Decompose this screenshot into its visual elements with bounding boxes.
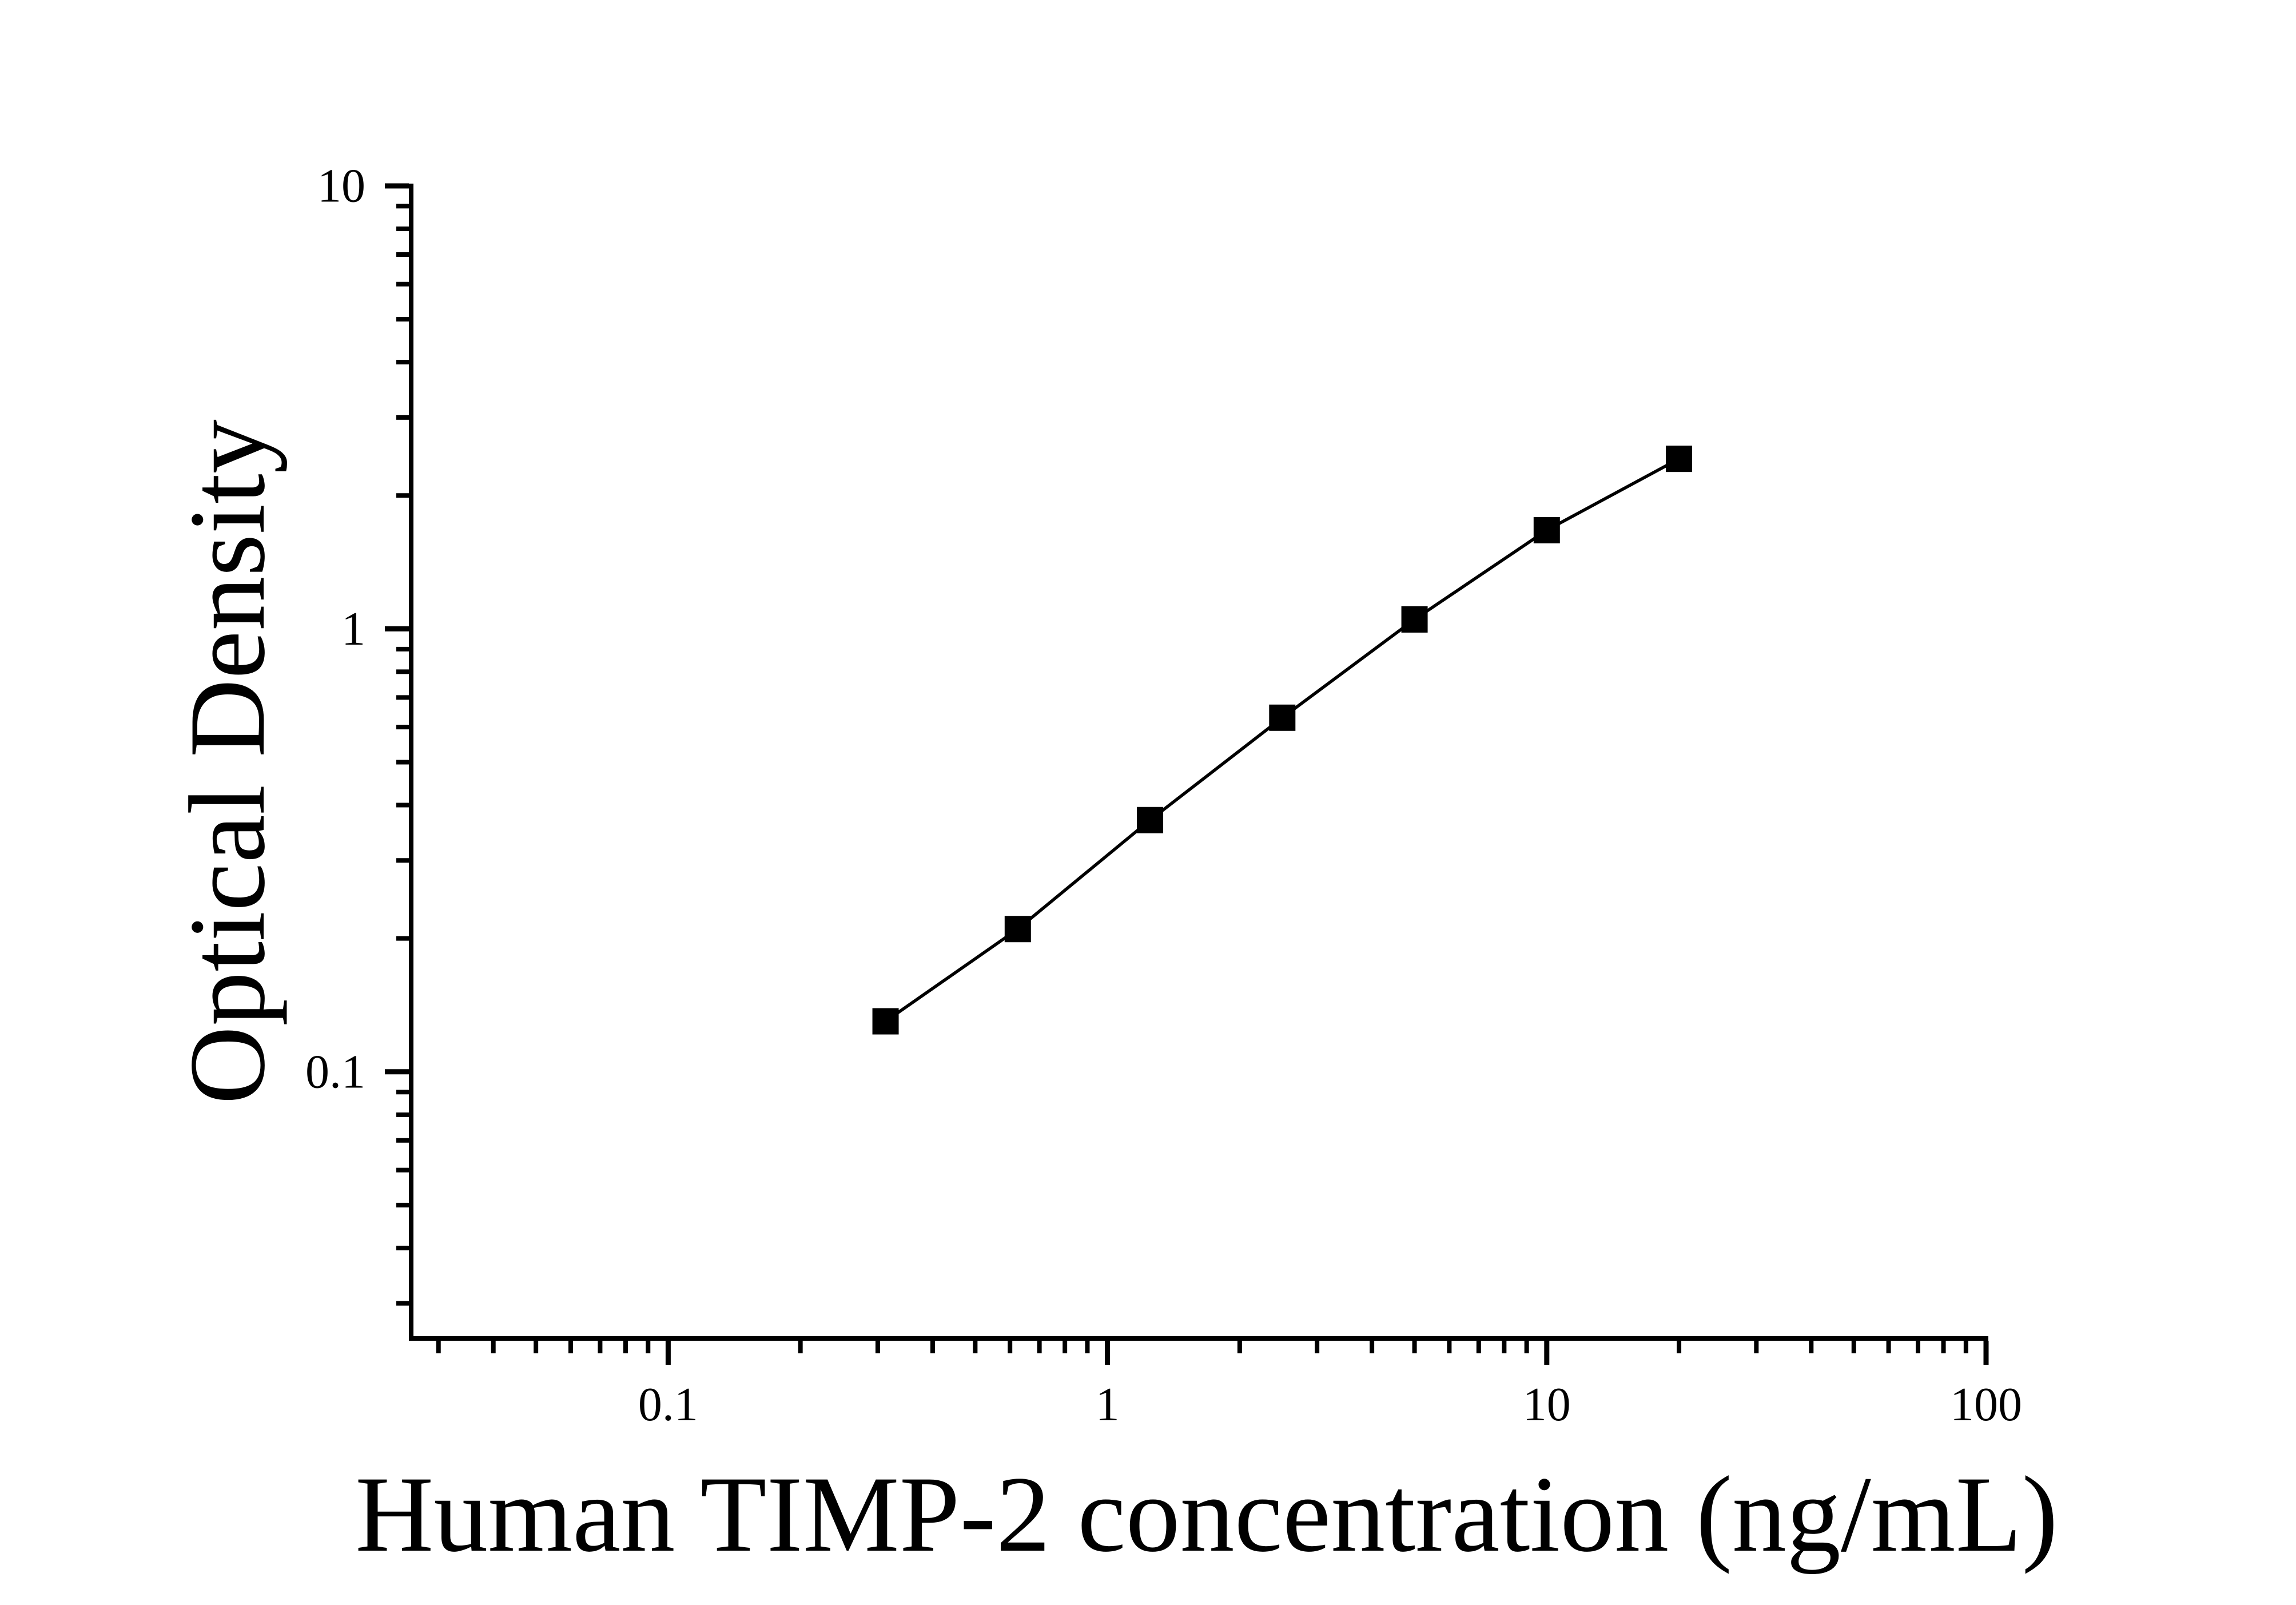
x-axis-title: Human TIMP-2 concentration (ng/mL) <box>355 1455 2058 1575</box>
series-line <box>884 457 1680 1023</box>
axes-frame <box>409 184 1988 1341</box>
data-point-marker <box>1137 807 1164 833</box>
y-axis-title: Optical Density <box>168 419 288 1105</box>
data-point-marker <box>872 1008 899 1035</box>
y-tick-label: 1 <box>341 602 365 655</box>
data-point-marker <box>1533 517 1560 543</box>
data-point-marker <box>1401 606 1428 633</box>
x-tick-label: 10 <box>1523 1378 1571 1431</box>
y-tick-label: 0.1 <box>305 1045 365 1098</box>
data-point-marker <box>1004 916 1031 943</box>
data-point-marker <box>1666 446 1693 472</box>
y-tick-label: 10 <box>317 160 365 213</box>
x-tick-label: 100 <box>1950 1378 2022 1431</box>
x-tick-label: 1 <box>1096 1378 1120 1431</box>
data-point-marker <box>1269 704 1296 731</box>
x-tick-label: 0.1 <box>638 1378 698 1431</box>
